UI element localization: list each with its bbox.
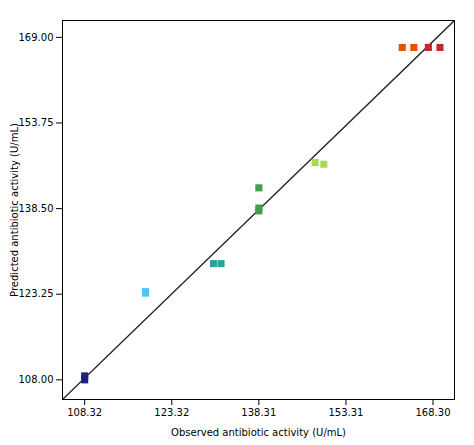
svg-text:153.75: 153.75 — [19, 117, 54, 128]
svg-text:Observed antibiotic activity (: Observed antibiotic activity (U/mL) — [171, 427, 346, 438]
svg-text:169.00: 169.00 — [19, 32, 54, 43]
svg-text:123.32: 123.32 — [154, 407, 189, 418]
svg-text:108.32: 108.32 — [67, 407, 102, 418]
svg-text:138.31: 138.31 — [241, 407, 276, 418]
svg-text:108.00: 108.00 — [19, 374, 54, 385]
svg-text:Predicted antibiotic activity: Predicted antibiotic activity (U/mL) — [9, 123, 20, 297]
svg-text:168.30: 168.30 — [416, 407, 451, 418]
svg-text:153.31: 153.31 — [328, 407, 363, 418]
svg-text:123.25: 123.25 — [19, 288, 54, 299]
svg-text:138.50: 138.50 — [19, 203, 54, 214]
